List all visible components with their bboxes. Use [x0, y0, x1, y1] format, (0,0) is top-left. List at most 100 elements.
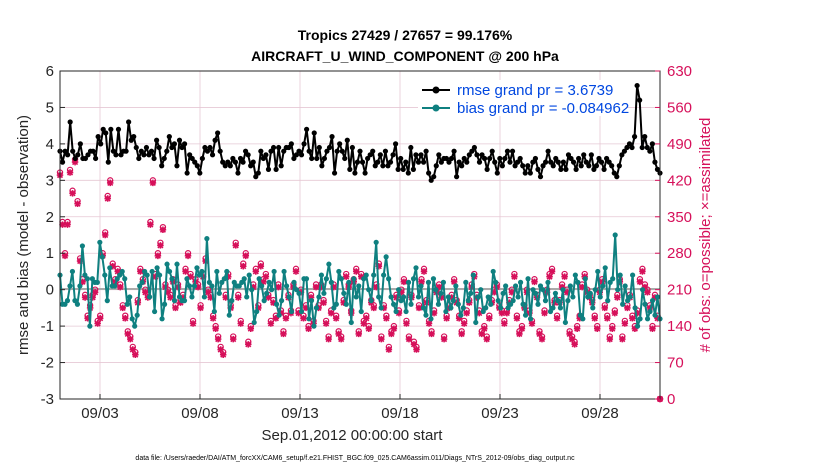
rmse-series-point [230, 155, 236, 162]
y-tick-label: 1 [46, 245, 54, 262]
bias-series-point [408, 301, 414, 307]
obs-assimilated-point [152, 273, 159, 280]
bias-series-point [620, 301, 626, 307]
obs-assimilated-point [295, 309, 302, 317]
obs-assimilated-point [167, 294, 174, 301]
rmse-series-point [232, 159, 239, 165]
obs-assimilated-point [305, 325, 312, 332]
legend-rmse-label: rmse grand pr = 3.6739 [457, 82, 613, 99]
y-right-tick-label: 70 [667, 355, 684, 372]
bias-series-point [298, 308, 305, 315]
obs-assimilated-point [182, 268, 189, 275]
y-axis-label-right: # of obs: o=possible; ×=assimilated [697, 118, 714, 353]
rmse-series-point [629, 144, 635, 151]
rmse-series-point [565, 152, 572, 158]
bias-series-point [398, 298, 404, 304]
obs-assimilated-point [332, 315, 340, 322]
obs-assimilated-point [245, 341, 252, 348]
bias-series-point [493, 279, 499, 285]
obs-assimilated-point [137, 268, 144, 275]
legend-bias-marker [432, 104, 440, 112]
bias-series-point [159, 316, 165, 322]
obs-assimilated-point [240, 262, 247, 270]
obs-assimilated-point [576, 315, 583, 322]
rmse-series-point [105, 159, 111, 165]
rmse-series-point [558, 166, 564, 172]
bias-series-point [527, 316, 534, 322]
obs-assimilated-point [159, 226, 167, 234]
bias-series-point [241, 276, 247, 282]
rmse-series-point [598, 159, 605, 165]
rmse-series-point [118, 152, 124, 158]
bias-series-point [278, 298, 285, 304]
bias-series-point [535, 301, 541, 307]
obs-assimilated-point [101, 231, 109, 239]
obs-assimilated-point [531, 278, 538, 286]
bias-series-point [139, 279, 145, 285]
rmse-series-point [159, 163, 165, 169]
y-tick-label: 2 [46, 209, 54, 226]
rmse-series-point [515, 159, 521, 165]
rmse-series-point [77, 141, 83, 147]
rmse-series-point [286, 144, 292, 151]
bias-series-point [420, 305, 427, 311]
obs-assimilated-point [553, 315, 561, 322]
bias-series-point [368, 298, 374, 304]
obs-assimilated-point [604, 315, 611, 322]
bias-series-point [448, 305, 454, 311]
rmse-series-point [98, 141, 104, 147]
rmse-series-point [133, 144, 139, 151]
bias-series-point [644, 316, 651, 322]
rmse-series-point [591, 166, 597, 172]
bias-series-point [77, 283, 83, 289]
bias-series-point [513, 283, 519, 289]
obs-assimilated-point [64, 221, 71, 228]
rmse-series-point [578, 163, 584, 169]
obs-assimilated-point [358, 273, 365, 280]
rmse-series-point [461, 155, 467, 162]
bias-series-point [331, 305, 337, 311]
bias-series-point [587, 290, 593, 296]
obs-assimilated-point [483, 335, 491, 343]
bias-series-point [166, 268, 173, 275]
rmse-series-point [398, 155, 404, 162]
obs-assimilated-point [624, 304, 631, 312]
bias-series-point [259, 283, 265, 289]
bias-series-point [567, 283, 573, 289]
bias-series-point [627, 294, 633, 300]
bias-series-point [438, 290, 444, 296]
obs-assimilated-point [395, 309, 403, 317]
bias-series-point [102, 272, 108, 278]
rmse-series-point [492, 159, 498, 165]
obs-assimilated-point [478, 330, 486, 338]
bias-series-point [142, 268, 148, 275]
bias-series-point [378, 305, 384, 311]
bias-series-point [361, 276, 367, 282]
obs-assimilated-point [573, 325, 581, 332]
bias-series-point [453, 283, 459, 289]
bias-series-point [488, 301, 494, 307]
bias-series-point [156, 272, 163, 278]
bias-series-point [348, 319, 354, 326]
bias-series-point [445, 294, 451, 300]
rmse-series-point [161, 155, 167, 162]
rmse-series-point [270, 144, 277, 151]
bias-series-point [149, 268, 155, 275]
rmse-series-point [126, 119, 132, 125]
obs-assimilated-point [164, 289, 172, 296]
bias-series-point [615, 287, 621, 293]
obs-assimilated-point [234, 294, 242, 301]
y-tick-label: 3 [46, 172, 54, 189]
bias-series-point [204, 236, 210, 242]
rmse-series-point [293, 152, 300, 158]
rmse-series-point [593, 163, 600, 169]
obs-assimilated-point [229, 335, 237, 343]
bias-series-point [393, 308, 399, 315]
y-right-tick-label: 140 [667, 318, 692, 335]
y-right-tick-label: 0 [667, 391, 675, 408]
rmse-series-point [212, 137, 218, 143]
bias-series-point [64, 298, 71, 304]
bias-series-point [201, 294, 207, 300]
rmse-series-point [113, 152, 119, 158]
bias-series-point [570, 294, 576, 300]
